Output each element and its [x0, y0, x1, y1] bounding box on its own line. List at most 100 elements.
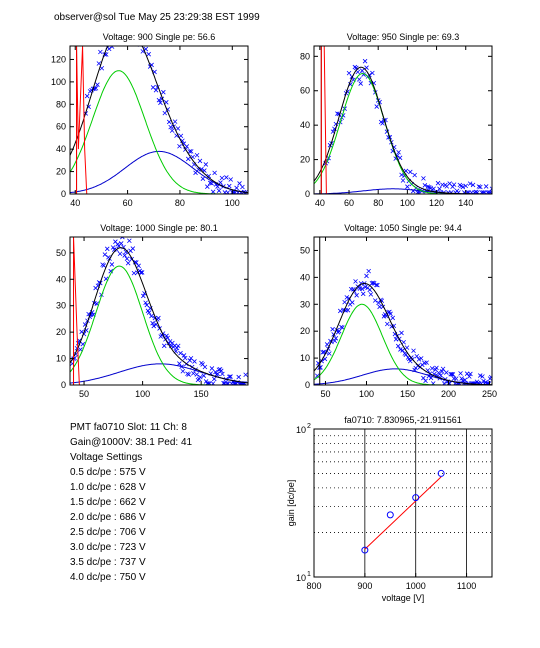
y-tick-label: 30: [56, 301, 66, 311]
axes-box: [313, 236, 493, 386]
data-point: [314, 373, 320, 379]
data-point: [367, 287, 373, 293]
data-point: [384, 321, 390, 327]
pedestal-curve: [73, 237, 80, 385]
total-fit-curve: [70, 247, 248, 384]
data-point: [318, 365, 323, 370]
y-tick-label: 120: [51, 54, 66, 64]
gain-point: [437, 469, 445, 477]
data-point: [205, 184, 210, 189]
data-point: [166, 119, 172, 125]
x-tick-label: 100: [135, 389, 150, 399]
data-point: [224, 175, 229, 180]
data-point: [192, 359, 197, 364]
plot-area: [70, 237, 248, 385]
data-point: [366, 268, 371, 274]
data-point: [460, 184, 466, 190]
data-point: [198, 374, 203, 380]
data-point: [450, 372, 456, 377]
data-point: [175, 343, 181, 349]
setting-2: 1.5 dc/pe : 662 V: [70, 497, 146, 508]
data-point: [109, 24, 113, 28]
data-point: [404, 345, 410, 350]
data-point: [200, 176, 206, 181]
data-point: [199, 166, 204, 172]
data-point: [218, 368, 224, 374]
data-point: [123, 12, 127, 16]
data-point: [342, 299, 347, 305]
data-point: [237, 181, 242, 186]
setting-0: 0.5 dc/pe : 575 V: [70, 467, 146, 478]
data-point: [203, 162, 209, 167]
data-point: [234, 185, 239, 191]
total-fit-curve: [314, 66, 492, 194]
data-point: [201, 373, 207, 378]
data-point: [117, 16, 121, 20]
data-point: [473, 189, 479, 194]
data-point: [489, 186, 492, 192]
y-tick-label: 10: [296, 573, 306, 583]
data-point: [123, 249, 129, 255]
data-point: [395, 343, 401, 349]
multi-pe-fit-curve: [70, 363, 248, 384]
data-point: [374, 282, 379, 288]
data-point: [220, 371, 225, 377]
gain-plot-title: fa0710: 7.830965,-21.911561: [344, 415, 461, 425]
data-point: [109, 262, 115, 267]
y-tick-label: 60: [300, 86, 310, 96]
data-point: [376, 300, 381, 306]
data-point: [481, 378, 486, 384]
data-point: [372, 298, 378, 303]
data-point: [119, 22, 123, 26]
data-point: [151, 323, 157, 329]
panel-title: Voltage: 900 Single pe: 56.6: [103, 32, 216, 42]
data-point: [134, 18, 138, 22]
y-tick-label: 50: [56, 248, 66, 258]
data-point: [470, 182, 476, 188]
data-point: [194, 372, 200, 377]
page-title: observer@sol Tue May 25 23:29:38 EST 199…: [54, 12, 260, 23]
data-point: [104, 246, 110, 252]
data-point: [437, 186, 442, 192]
data-point: [360, 291, 366, 297]
data-point: [181, 353, 187, 358]
y-tick-label: 80: [56, 99, 66, 109]
data-point: [144, 302, 150, 308]
axes-box: [313, 428, 493, 578]
data-point: [165, 335, 171, 341]
setting-6: 3.5 dc/pe : 737 V: [70, 557, 146, 568]
data-point: [161, 343, 167, 349]
data-point: [162, 110, 168, 116]
data-point: [172, 119, 178, 124]
x-tick-label: 40: [70, 198, 80, 208]
data-point: [150, 320, 155, 326]
data-point: [206, 173, 212, 179]
y-tick-label: 40: [300, 272, 310, 282]
gain-point: [361, 546, 369, 554]
data-point: [180, 368, 186, 374]
data-point: [356, 77, 362, 82]
data-point: [177, 143, 182, 149]
data-point: [96, 61, 102, 66]
data-point: [211, 376, 217, 382]
x-tick-label: 1000: [406, 581, 426, 591]
y-tick-label: 40: [56, 274, 66, 284]
pmt-line: PMT fa0710 Slot: 11 Ch: 8: [70, 422, 187, 433]
y-tick-label: 40: [300, 120, 310, 130]
data-point: [122, 10, 126, 14]
data-point: [422, 183, 428, 188]
data-point: [121, 244, 126, 250]
data-point: [327, 351, 332, 356]
y-tick-exponent: 1: [307, 571, 311, 578]
x-tick-label: 80: [175, 198, 185, 208]
data-point: [440, 366, 446, 372]
data-point: [143, 300, 148, 306]
data-point: [359, 286, 365, 292]
single-pe-fit-curve: [70, 265, 248, 385]
data-point: [84, 93, 90, 99]
x-tick-label: 50: [320, 389, 330, 399]
data-point: [177, 361, 182, 366]
data-point: [423, 378, 428, 384]
data-point: [197, 158, 203, 164]
